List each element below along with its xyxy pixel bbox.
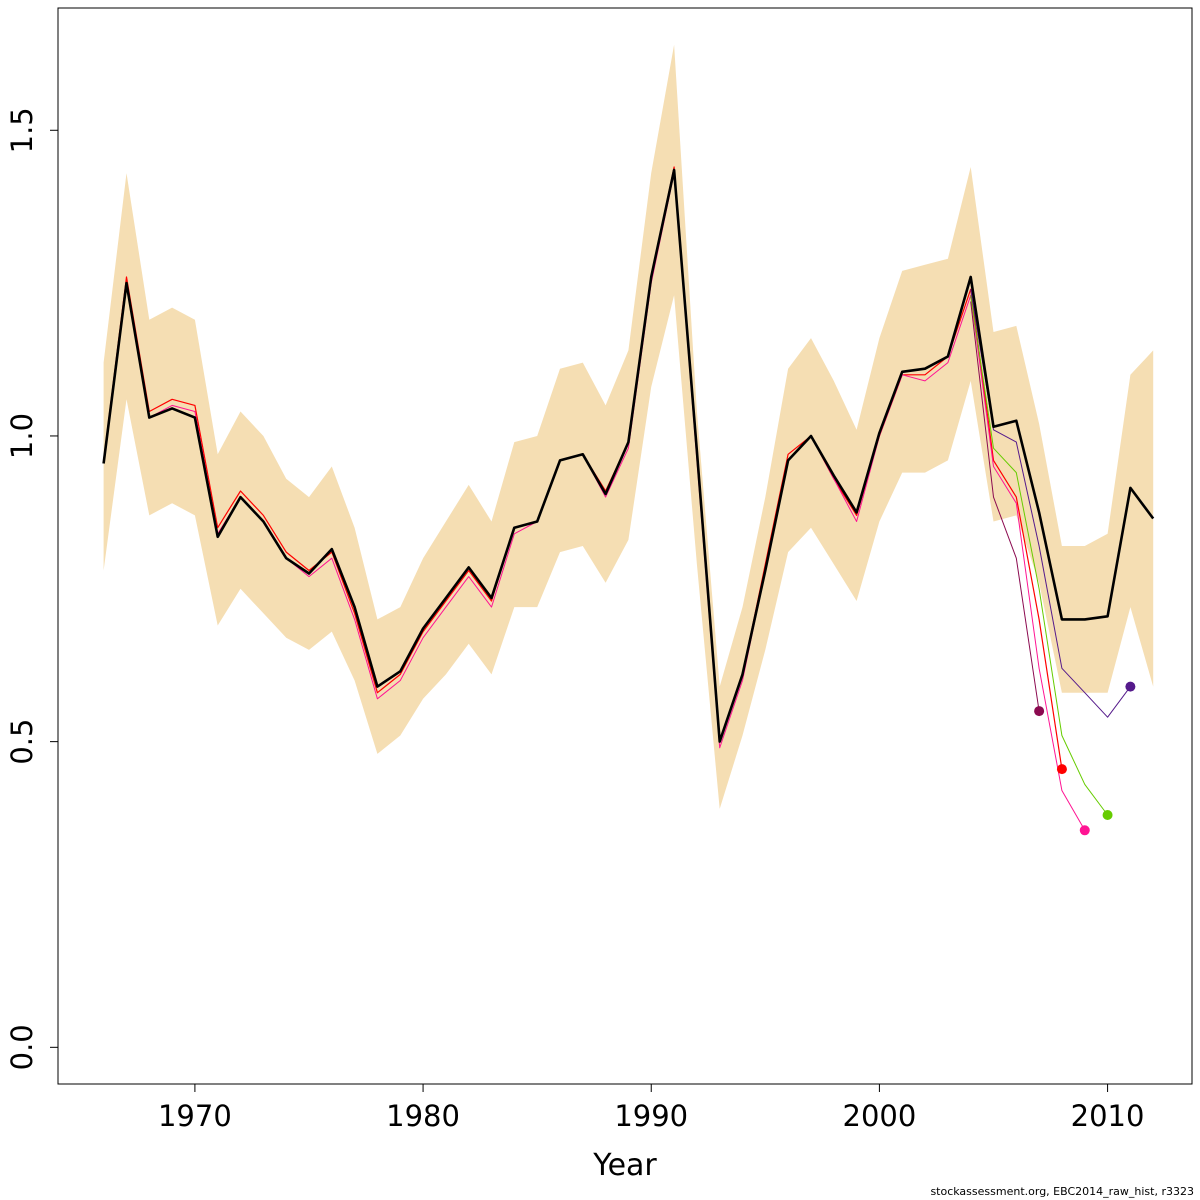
y-tick-label-0: 0.0 — [5, 1024, 39, 1070]
end-point-4 — [1125, 681, 1136, 692]
confidence-band — [103, 44, 1154, 809]
x-axis: 1970 1980 1990 2000 2010 — [158, 1084, 1144, 1133]
x-axis-label: Year — [592, 1148, 657, 1183]
x-tick-label-1970: 1970 — [158, 1099, 232, 1133]
y-axis: 0.0 0.5 1.0 1.5 — [5, 107, 58, 1070]
end-point-3 — [1102, 810, 1113, 820]
end-point-2 — [1079, 825, 1090, 836]
plot-frame — [57, 7, 1193, 1085]
x-tick-label-1990: 1990 — [614, 1099, 688, 1133]
series-layer — [102, 166, 1155, 831]
x-tick-label-1980: 1980 — [386, 1099, 460, 1133]
x-tick-label-2010: 2010 — [1071, 1099, 1145, 1133]
y-tick-label-1: 0.5 — [5, 719, 39, 765]
end-points-layer — [1034, 681, 1136, 836]
series-line-3 — [970, 301, 1040, 712]
y-tick-label-3: 1.5 — [5, 107, 39, 153]
end-point-0 — [1034, 706, 1045, 717]
y-tick-label-2: 1.0 — [5, 413, 39, 459]
series-line-4 — [970, 289, 1131, 718]
series-line-2 — [970, 295, 1109, 816]
series-line-5 — [102, 168, 1155, 743]
footer-note: stockassessment.org, EBC2014_raw_hist, r… — [930, 1185, 1194, 1198]
x-tick-label-2000: 2000 — [843, 1099, 917, 1133]
end-point-1 — [1056, 764, 1067, 775]
